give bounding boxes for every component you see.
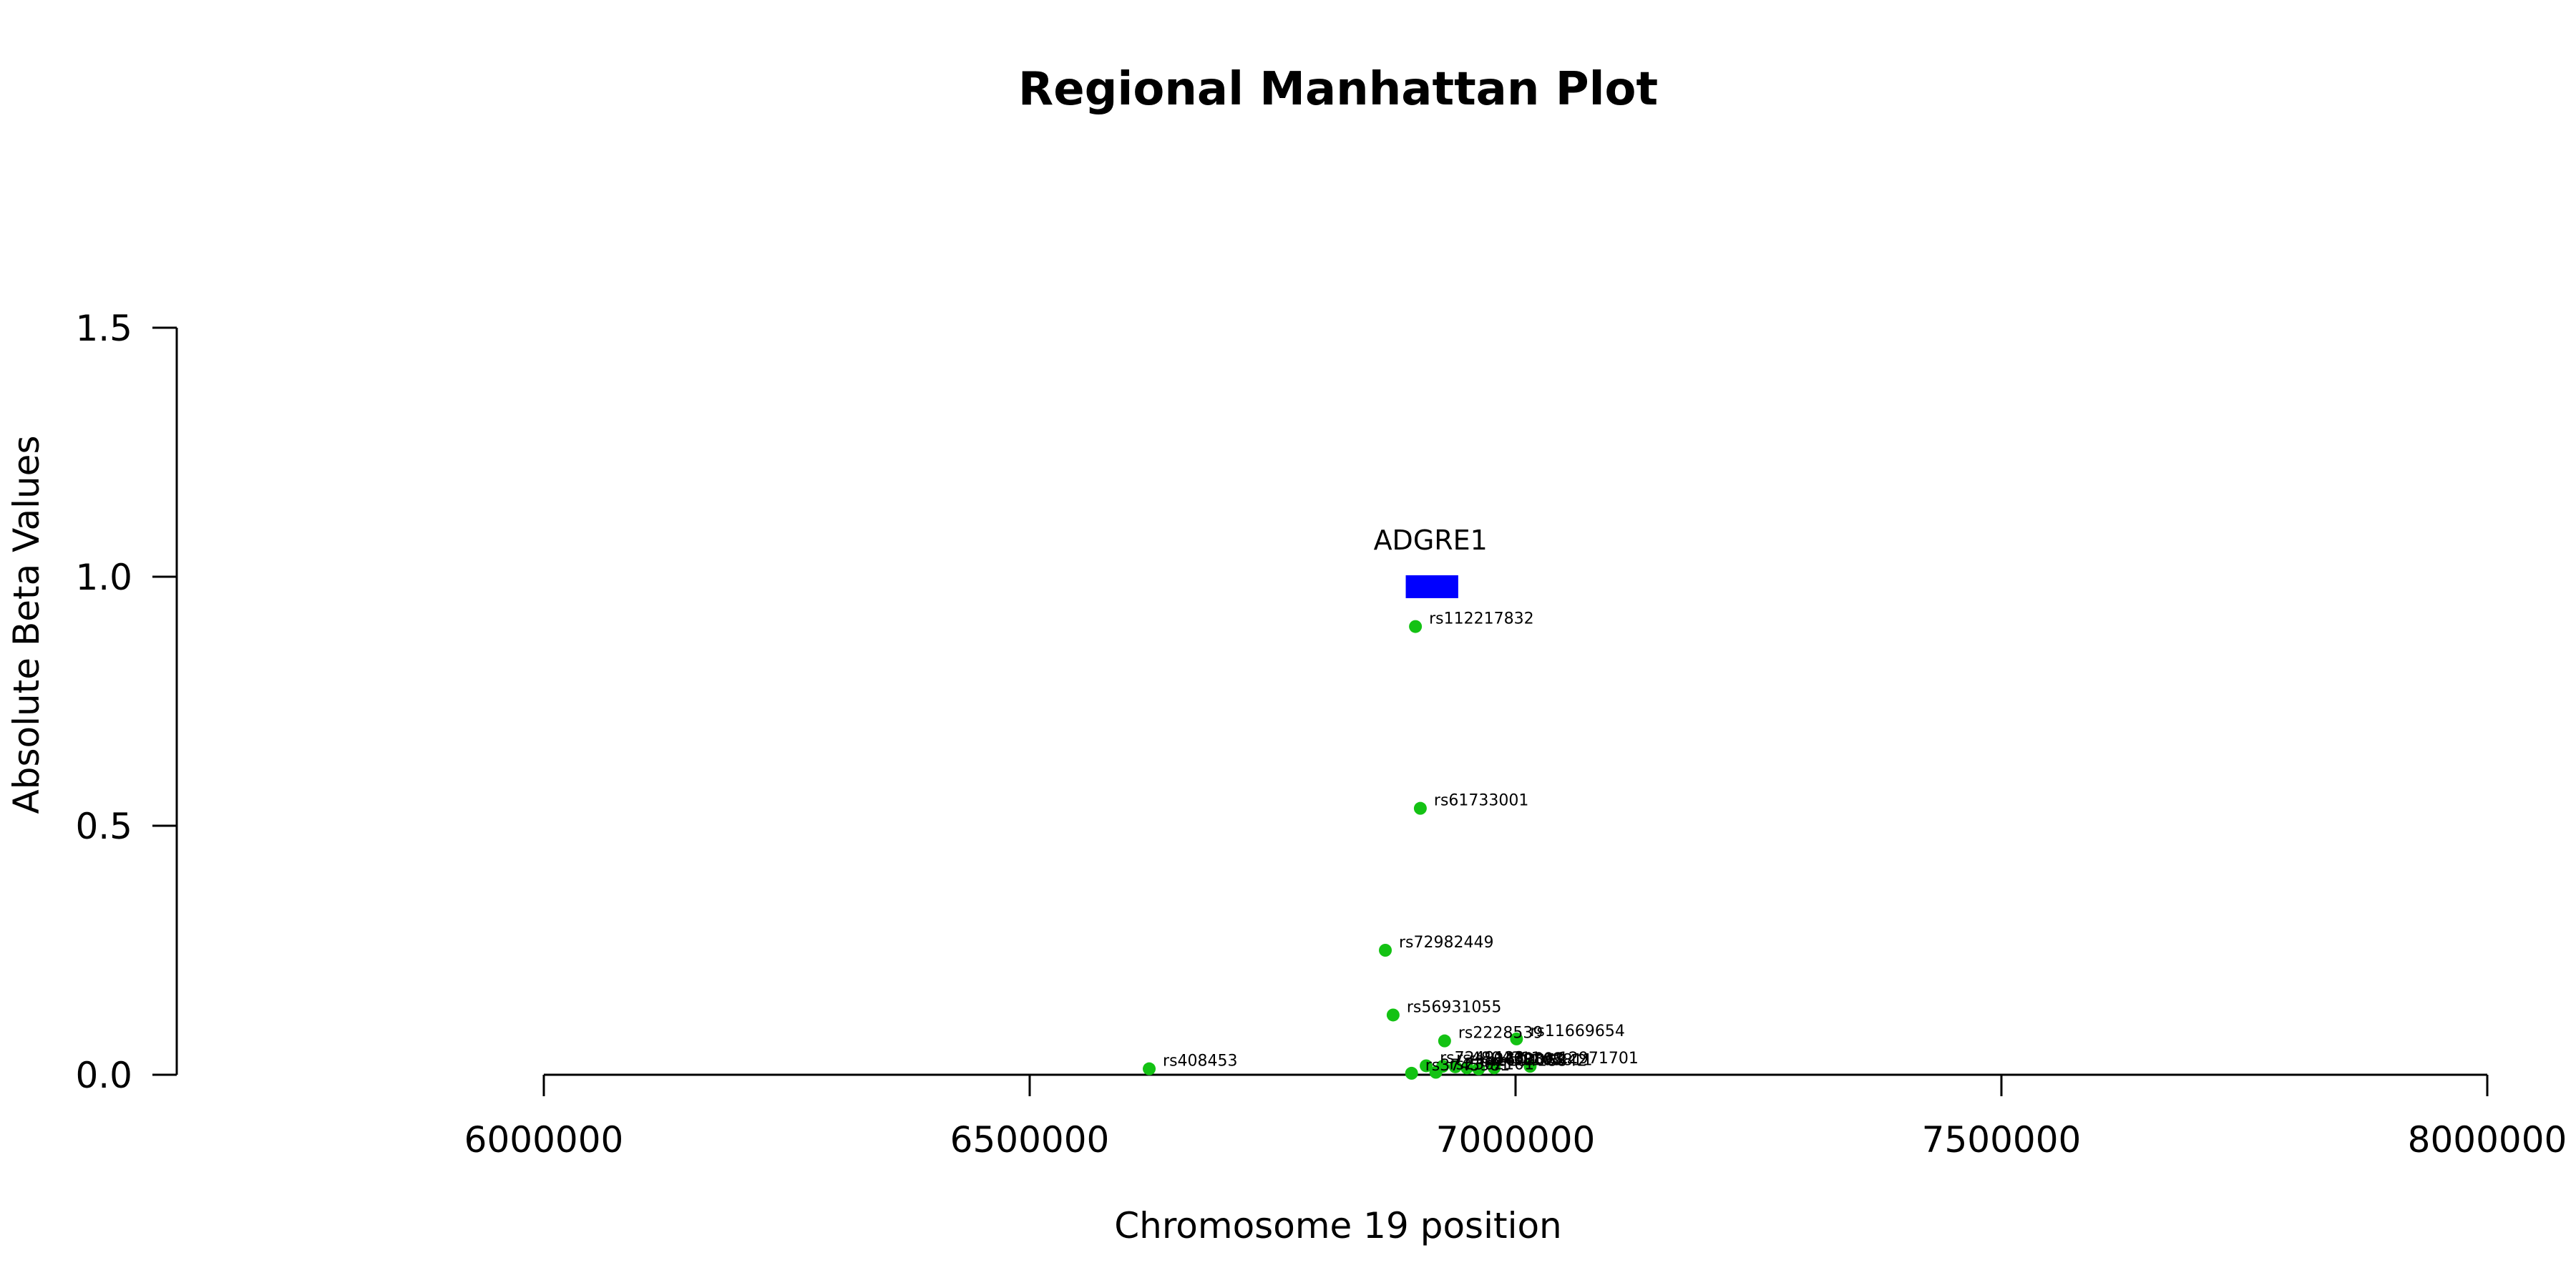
snp-label: rs7249123 xyxy=(1440,1049,1525,1067)
snp-label: rs1673068 xyxy=(1480,1051,1566,1069)
y-axis: 0.0 0.5 1.0 1.5 xyxy=(75,308,178,1096)
y-tick-label: 0.5 xyxy=(75,806,132,847)
snp-point xyxy=(1488,1061,1501,1075)
snp-label: rs10418842 xyxy=(1492,1053,1586,1070)
snp-point xyxy=(1523,1060,1537,1073)
x-tick-label: 7500000 xyxy=(1922,1119,2082,1161)
snp-label: rs2302101 xyxy=(1450,1056,1535,1074)
y-axis-label: Absolute Beta Values xyxy=(6,436,47,814)
snp-points xyxy=(1143,620,1537,1080)
chart-title: Regional Manhattan Plot xyxy=(1018,63,1658,116)
snp-point xyxy=(1405,1066,1418,1080)
gene-label: ADGRE1 xyxy=(1374,525,1488,556)
y-tick-label: 1.5 xyxy=(75,308,132,349)
snp-label: rs72982449 xyxy=(1399,934,1493,952)
x-tick-label: 6500000 xyxy=(950,1119,1110,1161)
snp-point xyxy=(1413,801,1427,815)
snp-label: rs11669654 xyxy=(1530,1023,1624,1040)
snp-point xyxy=(1438,1034,1451,1048)
snp-point xyxy=(1143,1062,1156,1075)
snp-point xyxy=(1386,1008,1400,1022)
snp-label: rs2228539 xyxy=(1458,1025,1543,1043)
gene-track: ADGRE1 xyxy=(1374,525,1488,598)
x-axis: 6000000 6500000 7000000 7500000 8000000 xyxy=(464,1073,2567,1161)
x-tick-label: 8000000 xyxy=(2408,1119,2567,1161)
snp-label: rs56931055 xyxy=(1407,998,1501,1016)
snp-point xyxy=(1379,944,1392,957)
x-tick-label: 6000000 xyxy=(464,1119,624,1161)
snp-point xyxy=(1472,1062,1485,1075)
snp-label: rs12971701 xyxy=(1543,1050,1638,1068)
y-tick-label: 1.0 xyxy=(75,557,132,598)
snp-point xyxy=(1448,1060,1462,1073)
x-tick-label: 7000000 xyxy=(1436,1119,1596,1161)
gene-bar xyxy=(1405,575,1458,598)
snp-label: rs8105811 xyxy=(1508,1051,1593,1069)
y-tick-label: 0.0 xyxy=(75,1055,132,1096)
snp-label: rs3745981 xyxy=(1425,1057,1510,1075)
snp-label: rs112217832 xyxy=(1429,610,1533,628)
snp-point xyxy=(1429,1065,1443,1079)
snp-label: rs408453 xyxy=(1163,1053,1238,1070)
snp-point xyxy=(1409,620,1423,633)
snp-label: rs4804311 xyxy=(1456,1050,1541,1068)
snp-label: rs61733001 xyxy=(1434,792,1528,810)
snp-point xyxy=(1460,1061,1474,1075)
snp-point xyxy=(1420,1059,1433,1073)
x-axis-label: Chromosome 19 position xyxy=(1114,1205,1562,1246)
snp-labels: rs112217832 rs61733001 rs72982449 rs5693105… xyxy=(1163,610,1639,1075)
snp-label: rs10409893 xyxy=(1469,1050,1563,1068)
snp-point xyxy=(1510,1032,1523,1045)
